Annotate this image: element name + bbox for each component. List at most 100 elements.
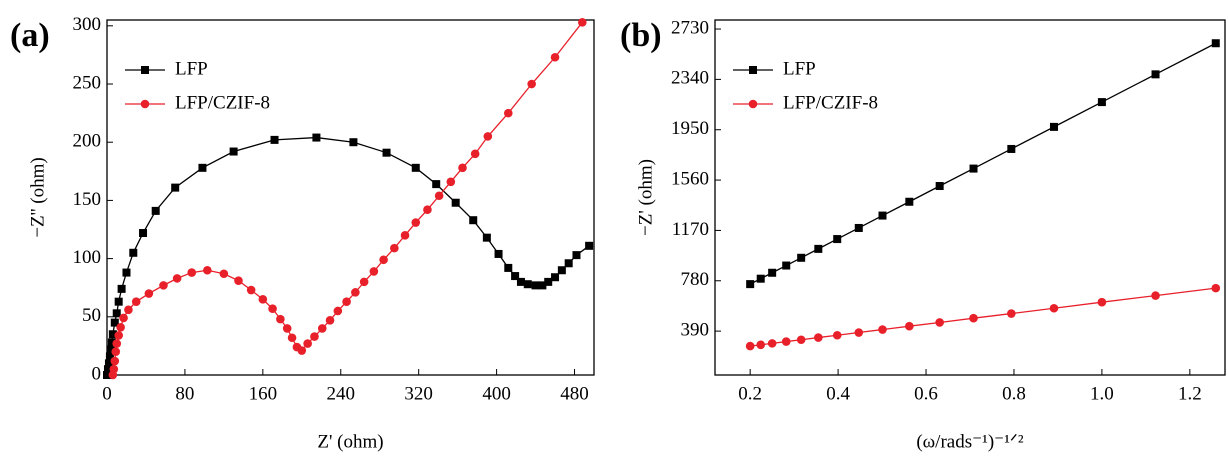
marker bbox=[276, 314, 285, 324]
x-axis-label: (ω/rads⁻¹)⁻¹ᐟ² bbox=[916, 431, 1024, 452]
marker bbox=[234, 276, 243, 286]
x-tick-label: 80 bbox=[175, 383, 194, 404]
marker bbox=[119, 313, 128, 323]
marker bbox=[746, 280, 755, 289]
y-tick-label: 100 bbox=[73, 247, 102, 268]
y-tick-label: 200 bbox=[73, 131, 102, 152]
legend-label: LFP/CZIF-8 bbox=[175, 92, 270, 113]
marker bbox=[297, 346, 307, 355]
marker bbox=[105, 352, 114, 361]
marker bbox=[832, 330, 842, 340]
marker bbox=[103, 371, 111, 379]
y-tick-label: 390 bbox=[681, 319, 710, 340]
x-tick-label: 240 bbox=[327, 383, 356, 404]
marker bbox=[229, 147, 238, 156]
marker bbox=[878, 211, 887, 220]
marker bbox=[114, 297, 123, 306]
marker bbox=[112, 309, 121, 318]
marker bbox=[112, 339, 122, 348]
y-tick-label: 1170 bbox=[672, 219, 709, 240]
series-line bbox=[106, 136, 590, 376]
marker bbox=[1007, 309, 1016, 318]
marker bbox=[219, 269, 229, 279]
plot-frame bbox=[714, 19, 1226, 376]
marker bbox=[745, 341, 755, 351]
y-tick-label: 1560 bbox=[671, 168, 709, 189]
marker bbox=[103, 365, 112, 374]
legend-label: LFP/CZIF-8 bbox=[783, 92, 878, 113]
legend-marker bbox=[749, 66, 757, 74]
marker bbox=[782, 261, 791, 270]
marker bbox=[516, 277, 525, 286]
marker bbox=[550, 52, 560, 62]
y-tick-label: 50 bbox=[82, 305, 101, 326]
marker bbox=[310, 332, 319, 341]
marker bbox=[1211, 39, 1220, 48]
legend-marker bbox=[140, 99, 150, 109]
marker bbox=[767, 339, 777, 348]
y-tick-label: 0 bbox=[92, 363, 102, 384]
marker bbox=[814, 244, 823, 253]
marker bbox=[349, 138, 358, 147]
marker bbox=[110, 318, 119, 327]
marker bbox=[203, 265, 212, 275]
marker bbox=[451, 198, 460, 207]
marker bbox=[538, 281, 547, 290]
marker bbox=[578, 18, 587, 27]
y-tick-label: 2730 bbox=[671, 17, 709, 38]
marker bbox=[131, 297, 141, 306]
marker bbox=[270, 135, 279, 144]
marker bbox=[144, 289, 154, 298]
y-tick-label: 300 bbox=[73, 14, 102, 35]
marker bbox=[854, 223, 863, 232]
marker bbox=[935, 182, 944, 191]
marker bbox=[797, 253, 806, 262]
marker bbox=[129, 248, 138, 257]
marker bbox=[544, 277, 553, 286]
marker bbox=[400, 231, 410, 240]
y-tick-label: 250 bbox=[73, 72, 102, 93]
marker bbox=[1007, 144, 1016, 153]
marker bbox=[411, 163, 420, 172]
marker bbox=[382, 148, 391, 157]
marker bbox=[905, 197, 914, 206]
marker bbox=[503, 108, 513, 118]
legend-label: LFP bbox=[175, 58, 208, 79]
marker bbox=[282, 324, 292, 333]
marker bbox=[379, 255, 388, 265]
marker bbox=[124, 305, 133, 315]
marker bbox=[527, 79, 536, 89]
marker bbox=[905, 321, 914, 331]
marker bbox=[107, 338, 116, 347]
x-tick-label: 0.4 bbox=[826, 383, 850, 404]
marker bbox=[796, 335, 806, 345]
x-tick-label: 400 bbox=[482, 383, 511, 404]
marker bbox=[756, 274, 765, 283]
marker bbox=[557, 266, 566, 275]
marker bbox=[351, 288, 360, 297]
marker bbox=[469, 216, 478, 225]
marker bbox=[551, 273, 560, 282]
marker bbox=[1097, 98, 1106, 107]
marker bbox=[531, 281, 540, 290]
marker bbox=[172, 274, 182, 283]
marker bbox=[572, 251, 581, 260]
marker bbox=[564, 259, 573, 268]
x-tick-label: 1.2 bbox=[1178, 383, 1202, 404]
y-tick-label: 1950 bbox=[671, 118, 709, 139]
legend-marker bbox=[141, 66, 149, 74]
y-tick-label: 780 bbox=[681, 269, 710, 290]
plot-frame bbox=[106, 19, 595, 376]
y-axis-label: −Z'' (ohm) bbox=[27, 157, 48, 237]
y-axis-label: −Z' (ohm) bbox=[635, 159, 656, 236]
marker bbox=[969, 164, 978, 173]
marker bbox=[258, 295, 268, 304]
marker bbox=[104, 359, 113, 368]
marker bbox=[969, 313, 978, 323]
y-tick-label: 2340 bbox=[671, 68, 709, 89]
x-tick-label: 0 bbox=[102, 383, 112, 404]
marker bbox=[359, 277, 369, 287]
x-tick-label: 480 bbox=[560, 383, 589, 404]
marker bbox=[151, 206, 160, 215]
